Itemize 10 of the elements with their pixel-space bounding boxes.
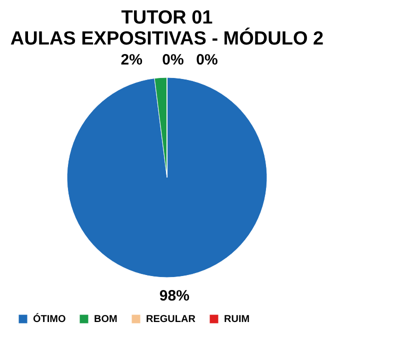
legend-label: BOM (94, 314, 118, 325)
legend-label: ÓTIMO (33, 313, 66, 325)
text: 0% (196, 52, 218, 68)
text: 0% (162, 52, 184, 68)
data-label: 98% (159, 287, 190, 304)
legend-label: REGULAR (146, 314, 196, 325)
legend-label: RUIM (224, 314, 250, 325)
chart-title: TUTOR 01 AULAS EXPOSITIVAS - MÓDULO 2 (10, 8, 324, 50)
data-label: 2% (120, 52, 142, 69)
pie-slice (66, 77, 268, 278)
